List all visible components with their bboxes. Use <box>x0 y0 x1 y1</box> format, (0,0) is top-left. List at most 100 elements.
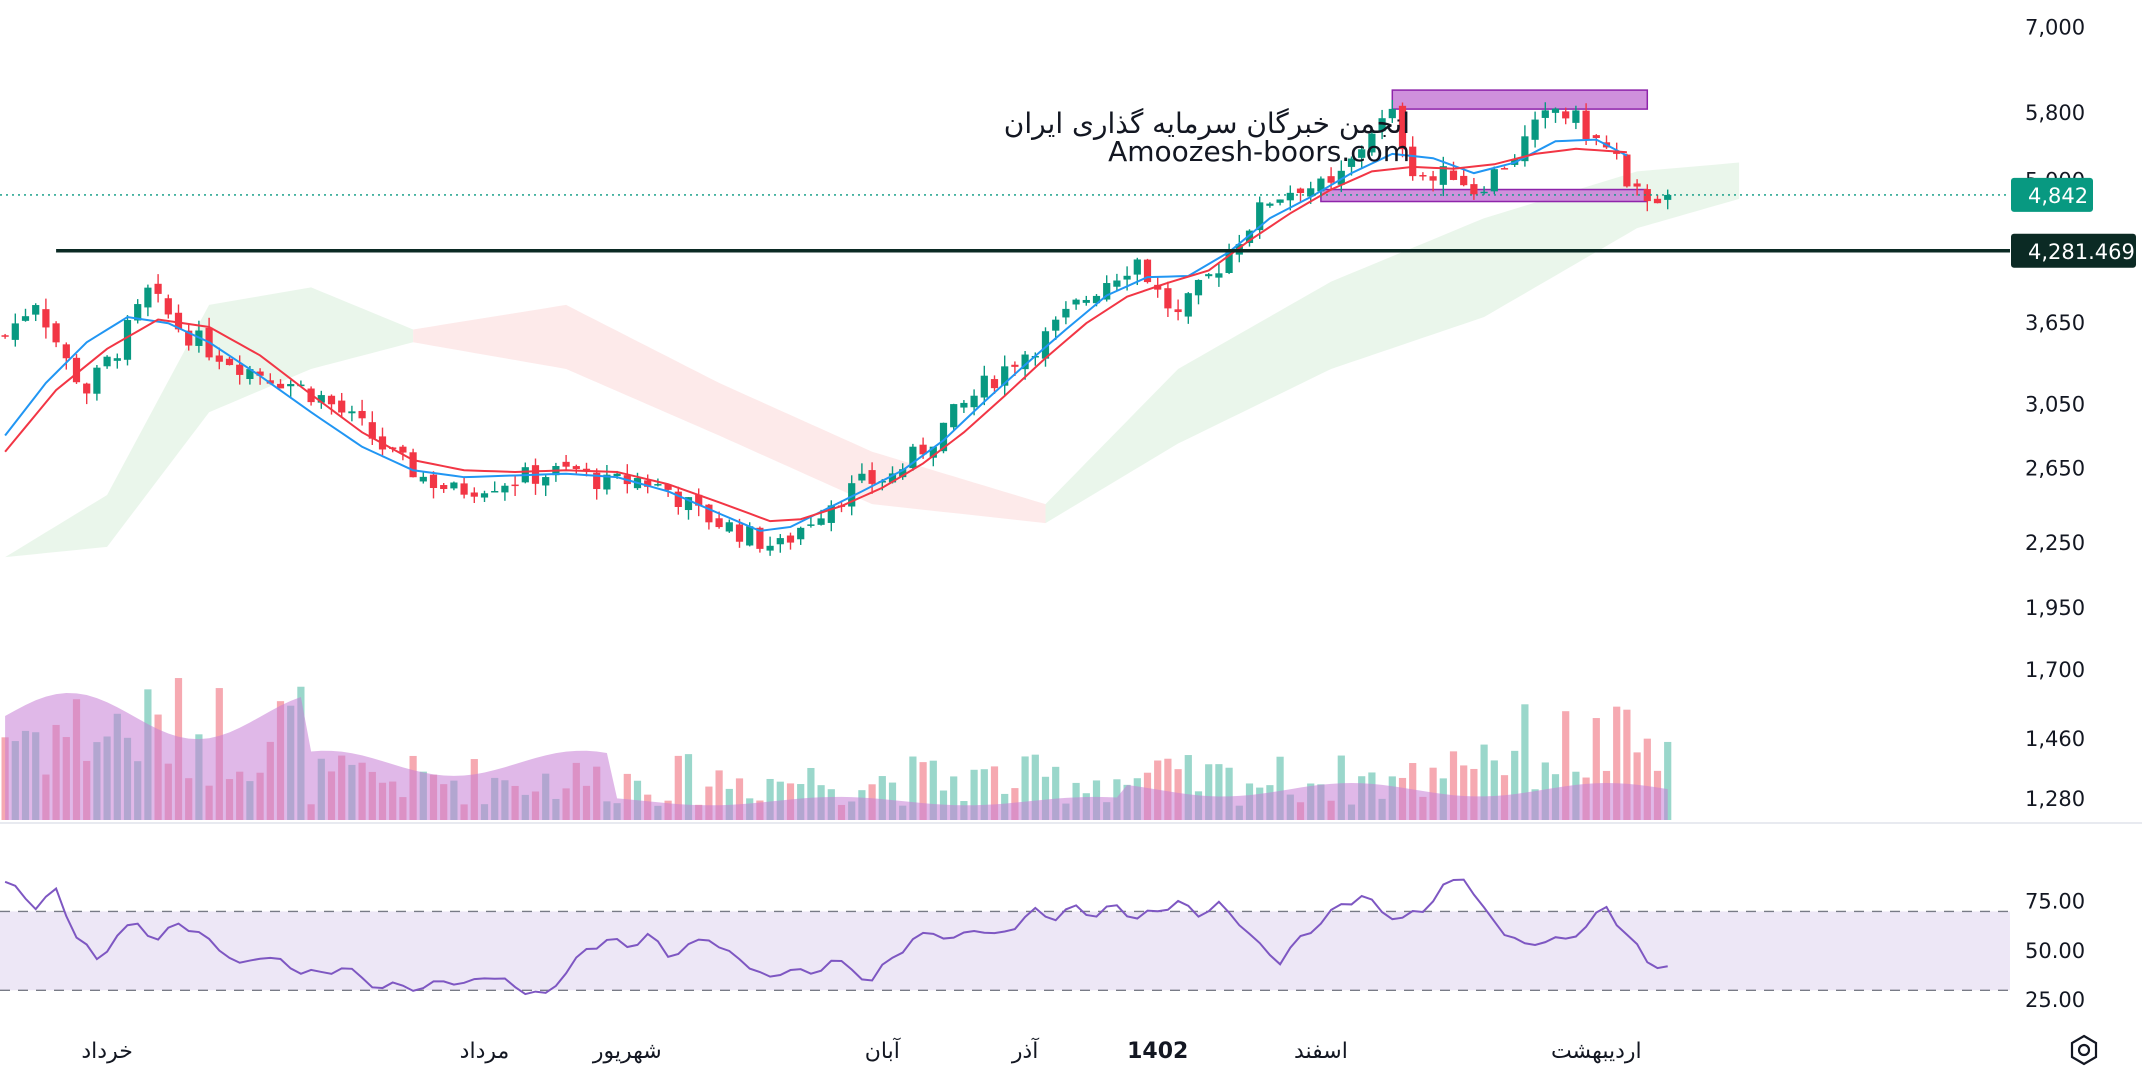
candle-body <box>1562 111 1570 119</box>
candle <box>1296 187 1305 203</box>
candle <box>1398 102 1407 158</box>
candle-body <box>1531 119 1539 140</box>
candle <box>11 313 19 347</box>
candle-body <box>11 323 19 340</box>
candle-body <box>1317 178 1325 192</box>
candle <box>358 399 366 426</box>
candle-body <box>1633 183 1641 187</box>
candle-body <box>327 395 336 405</box>
candle-body <box>1460 175 1468 186</box>
price-tick-label: 3,650 <box>2025 311 2085 335</box>
candle-body <box>1623 154 1631 187</box>
candle <box>1460 167 1468 187</box>
candle-body <box>919 444 927 455</box>
candle-body <box>1347 158 1356 167</box>
candle-body <box>684 497 693 511</box>
candle <box>1500 166 1509 170</box>
candle <box>603 464 611 495</box>
candle <box>317 390 325 409</box>
candle <box>858 463 866 484</box>
candle-body <box>1174 309 1182 313</box>
candle <box>21 308 30 322</box>
candle-body <box>1184 293 1192 317</box>
candle-body <box>1256 202 1264 231</box>
candle-body <box>1143 259 1152 283</box>
candle <box>1388 99 1396 123</box>
volume-bar <box>1215 764 1223 820</box>
candle <box>1225 243 1233 275</box>
candle <box>1245 229 1254 247</box>
candle-body <box>1286 192 1294 201</box>
volume-bar <box>919 762 927 820</box>
volume-bar <box>909 756 917 820</box>
candle-body <box>440 485 448 490</box>
candle-body <box>164 298 172 315</box>
candle <box>1143 258 1152 284</box>
candle <box>338 392 346 418</box>
candle <box>164 294 172 319</box>
candle-body <box>664 484 672 490</box>
candle-body <box>1225 251 1233 273</box>
candle <box>1633 179 1641 196</box>
price-tick-label: 1,950 <box>2025 596 2085 620</box>
candle <box>83 382 91 405</box>
candle-body <box>1449 170 1458 180</box>
candle <box>1470 177 1478 200</box>
volume-bar <box>1623 709 1631 820</box>
candle-body <box>1368 133 1376 153</box>
settings-icon[interactable] <box>2070 1034 2098 1066</box>
candle-body <box>786 535 795 543</box>
candle-body <box>1327 176 1335 183</box>
candle-body <box>1582 110 1590 140</box>
candle-body <box>1398 105 1407 150</box>
volume-bar <box>1664 741 1672 820</box>
candle <box>521 462 529 484</box>
candle <box>1256 196 1264 239</box>
candle-body <box>980 375 988 398</box>
candle-body <box>62 344 70 359</box>
candle-body <box>419 476 427 482</box>
volume-bar <box>929 760 937 820</box>
candle <box>276 379 285 389</box>
candle-body <box>756 527 764 549</box>
candle-body <box>491 490 499 493</box>
candle-body <box>827 505 835 523</box>
candle <box>980 365 988 406</box>
candle <box>470 487 478 504</box>
volume-bar <box>1021 756 1029 820</box>
candle-body <box>899 469 907 478</box>
volume-bar <box>715 770 723 820</box>
candle <box>52 321 60 348</box>
candle <box>1317 176 1325 198</box>
candle <box>1409 136 1417 181</box>
candle <box>776 534 784 553</box>
volume-bar <box>1225 767 1233 820</box>
candle <box>593 468 601 500</box>
candle-body <box>72 357 81 383</box>
candle <box>797 526 805 545</box>
volume-bar <box>766 778 774 820</box>
candle-body <box>542 477 550 486</box>
candle <box>440 483 448 493</box>
candle-body <box>1592 135 1600 138</box>
candle <box>480 490 489 502</box>
candle-body <box>144 287 152 308</box>
time-axis: خرداد مرداد شهریور آبان آذر 1402 اسفند اردیبهشت <box>81 1037 1641 1064</box>
candle-body <box>1194 279 1203 296</box>
candle <box>766 536 774 556</box>
price-badges: 4,842 4,281.469 <box>2011 177 2136 268</box>
volume-bar <box>980 769 988 820</box>
candle-body <box>276 383 285 389</box>
volume-bar <box>623 773 631 820</box>
candle-body <box>185 330 193 346</box>
candle-body <box>1001 366 1009 386</box>
candle-body <box>613 473 621 477</box>
candle <box>236 355 244 385</box>
price-tick-label: 2,250 <box>2025 531 2085 555</box>
candle <box>950 403 958 430</box>
candle-body <box>1409 146 1417 177</box>
candle-body <box>1480 191 1488 194</box>
candle <box>429 471 438 499</box>
candle-body <box>1072 299 1080 305</box>
candle <box>552 462 560 482</box>
